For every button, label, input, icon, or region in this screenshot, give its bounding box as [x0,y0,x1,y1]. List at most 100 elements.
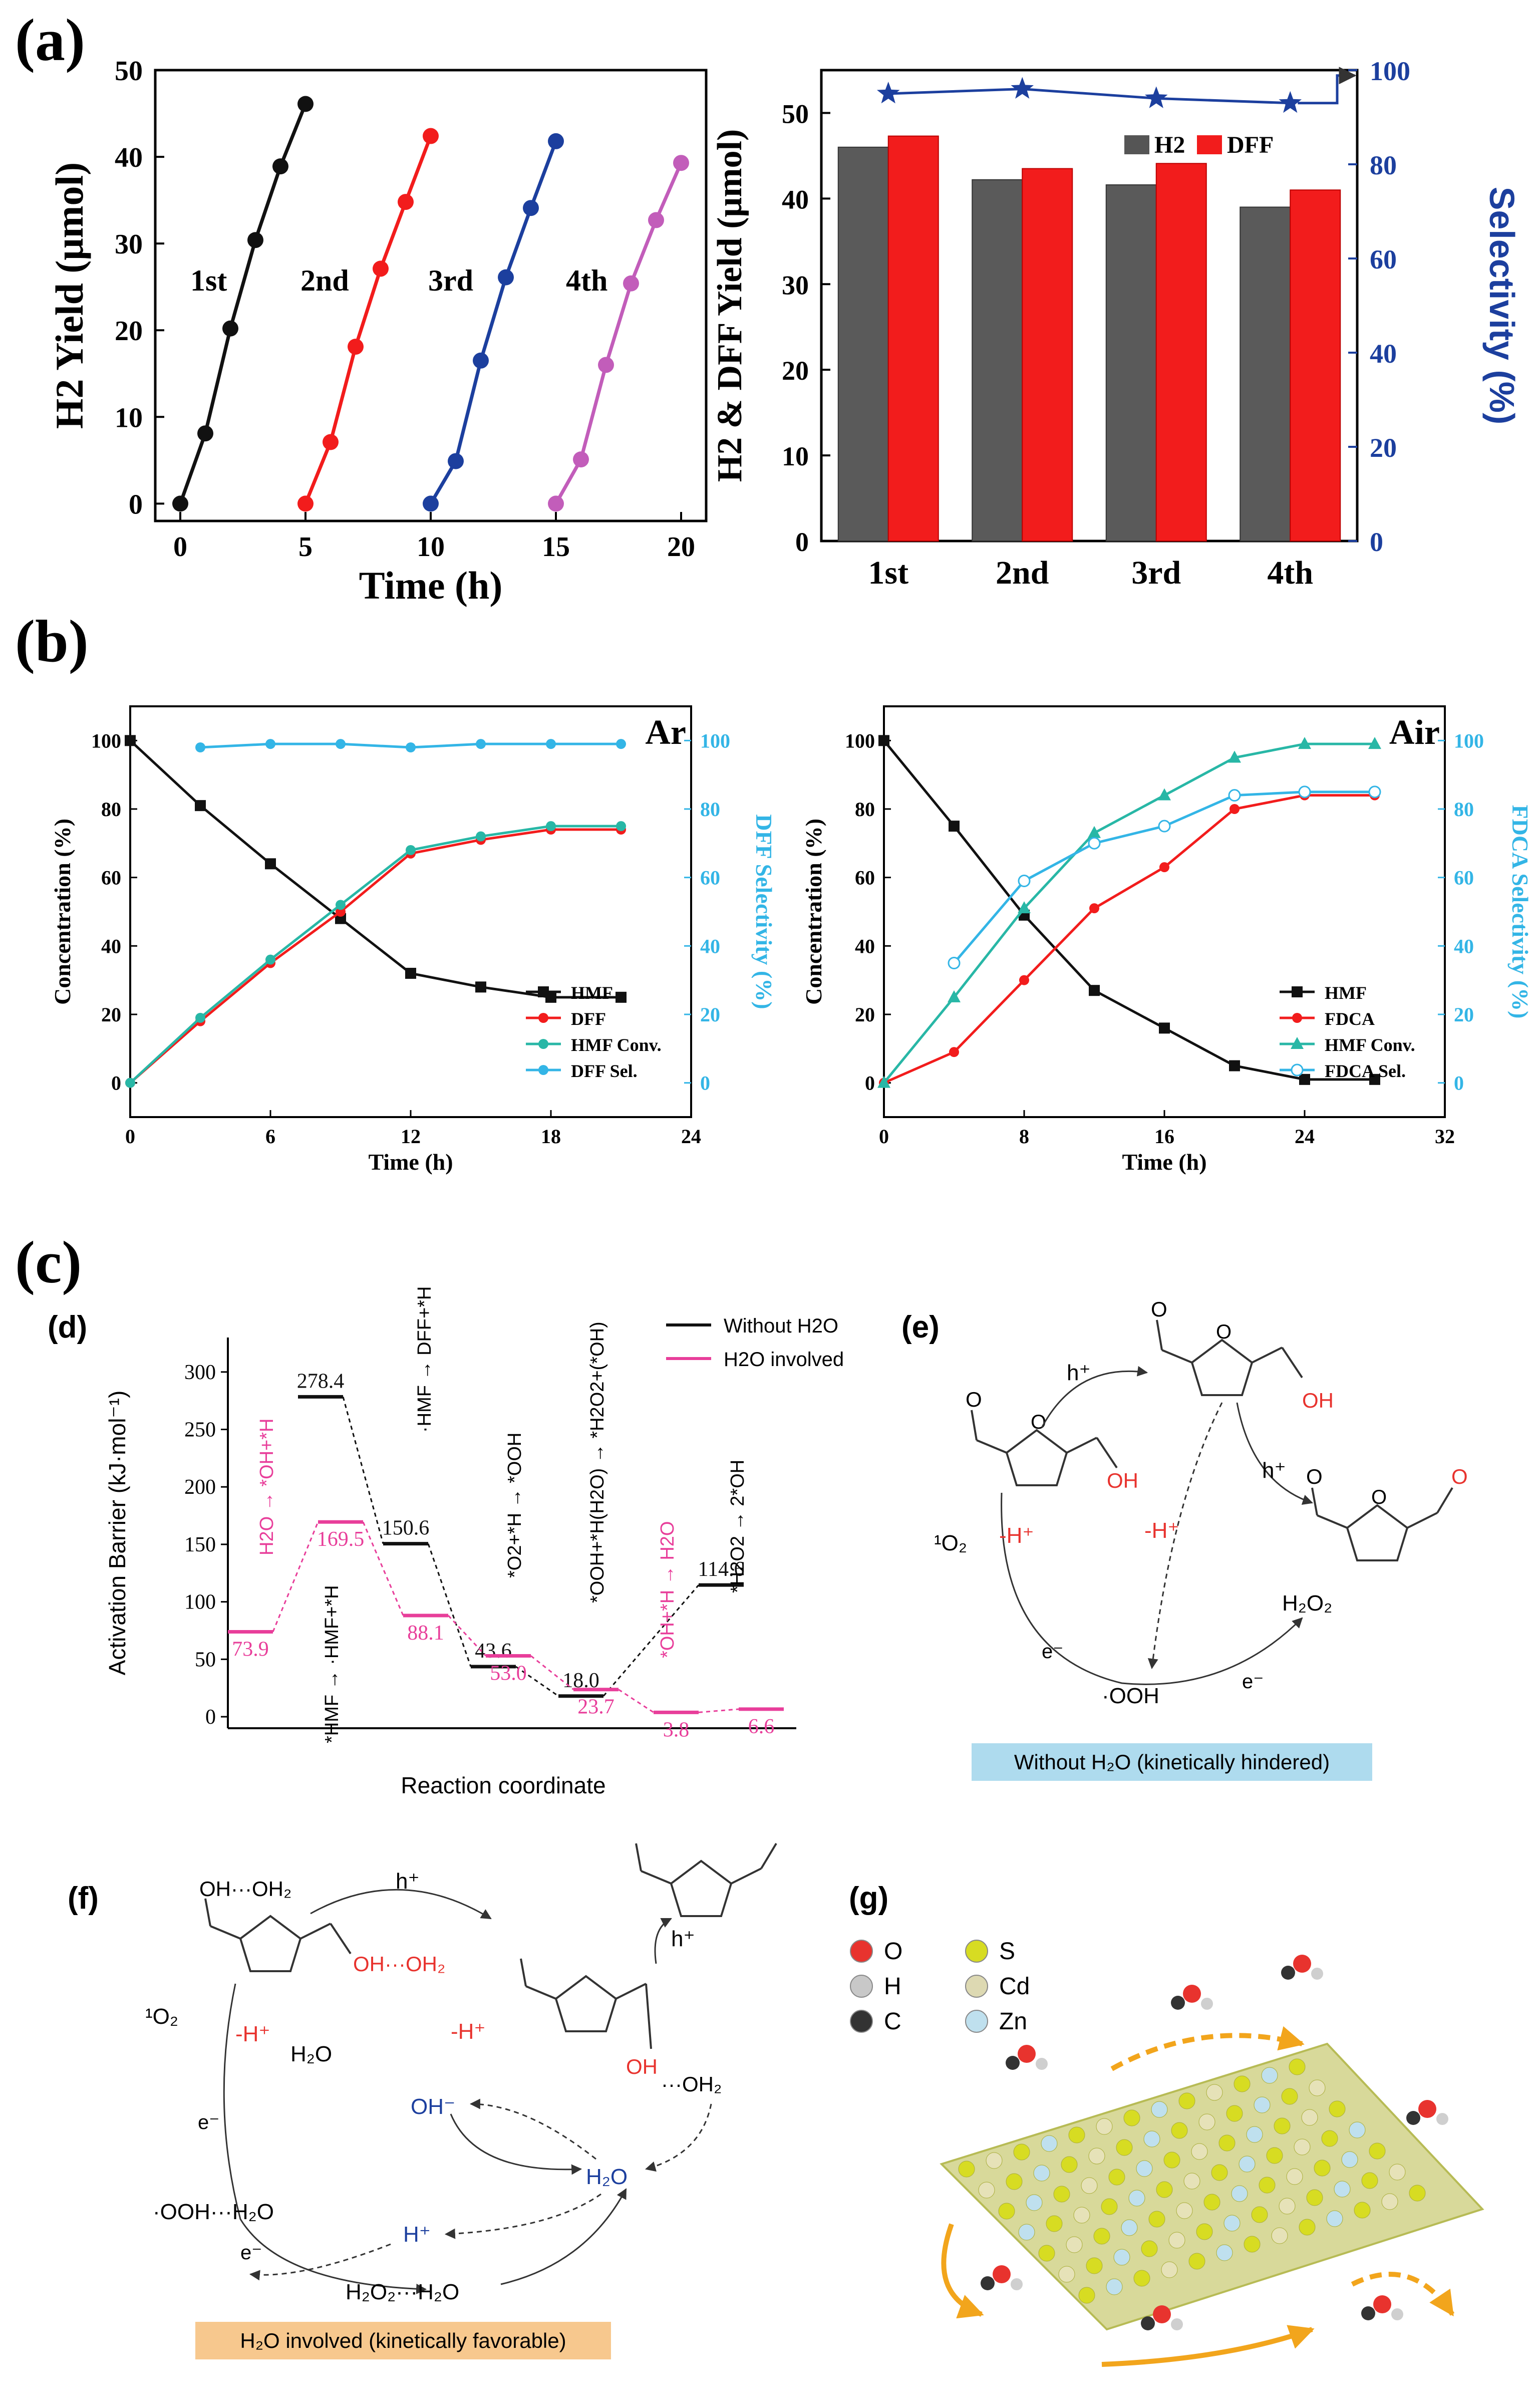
series-line-DFF [129,828,621,1084]
slab-atom [1239,2156,1256,2173]
label-minus-h-1: -H⁺ [999,1523,1034,1548]
step-label-water-reform: *OH+*H → H2O [657,1521,678,1658]
hmf-molecule [204,1898,352,1972]
slab-atom [998,2203,1015,2220]
data-point-HMF [878,735,889,746]
y-tick-label: 20 [101,1003,121,1026]
slab-atom [1136,2160,1153,2177]
molecule-o [1418,2100,1436,2118]
slab-atom [1266,2147,1283,2164]
data-point-2nd [297,495,314,512]
slab-atom [1133,2270,1150,2287]
arrow-water-release [645,2103,712,2172]
slab-atom [1341,2151,1358,2168]
legend-atom-C [850,2010,873,2033]
data-point-1st [222,320,238,337]
bar-dff [1022,168,1073,542]
arrow-o2-cycle [223,1983,427,2294]
y-tick-label: 20 [855,1003,875,1026]
legend-label-h2o-involved: H2O involved [724,1349,844,1371]
legend-label: HMF Conv. [571,1035,662,1055]
legend-label-without-h2o: Without H2O [724,1315,838,1337]
caption-box-e [972,1743,1372,1781]
slab-atom [1329,2100,1346,2117]
data-point-HMF Conv. [1018,901,1031,914]
annotation-3rd: 3rd [428,264,473,297]
slab-atom [1116,2139,1133,2156]
hmf-hydroxyl-water: OH···OH₂ [353,1952,445,1976]
slab-atom [1168,2232,1185,2249]
data-point-DFF Sel. [265,739,275,749]
y-tick-label: 250 [184,1419,216,1442]
molecule-c [1361,2306,1375,2320]
data-point-4th [623,275,639,292]
data-point-FDCA Sel. [1158,820,1171,833]
data-point-HMF [405,968,416,979]
data-point-HMF [1089,985,1100,996]
slab-atom [1121,2219,1138,2236]
y2-tick-label: 100 [1454,729,1484,752]
slab-atom [1299,2219,1316,2236]
slab-atom [1038,2245,1055,2262]
x-tick-label: 2nd [996,555,1049,591]
series-layer [837,67,1357,542]
h2o-involved-value-label: 23.7 [577,1696,614,1719]
arrow-orange-top [1110,2026,1305,2071]
radical-hydroxyl: OH [1302,1389,1334,1412]
slab-atom [1041,2135,1058,2152]
y-axis-label: Activation Barrier (kJ·mol⁻¹) [104,1391,130,1676]
bar-h2 [1240,206,1291,542]
arrow-oxidation-2 [654,1918,672,1964]
panel-label-g: (g) [849,1881,888,1916]
h2o-involved-value-label: 169.5 [317,1528,365,1551]
slab-atom [1314,2160,1331,2177]
panel-label-c: (c) [15,1229,82,1295]
molecule-h [1171,2318,1183,2330]
slab-atom [1206,2084,1223,2101]
y-tick-label: 40 [115,142,143,173]
slab-atom [1113,2249,1130,2266]
slab-atom [1143,2130,1160,2148]
y-tick-label: 50 [782,99,809,129]
bar-h2 [972,179,1023,542]
arrow-o2-cycle [1001,1492,1303,1685]
data-point-HMF Conv. [1158,788,1171,800]
data-point-DFF Sel. [195,742,205,752]
slab-atom [1006,2173,1023,2190]
data-point-FDCA [949,1047,959,1057]
x-tick-label: 32 [1435,1125,1455,1148]
data-point-DFF Sel. [336,739,346,749]
y2-tick-label: 20 [1370,433,1397,463]
y-tick-label: 100 [91,729,121,752]
data-point-HMF Conv. [476,831,486,842]
legend-atom-Cd [965,1975,988,1998]
chart-title-ar: Ar [645,713,686,752]
y-tick-label: 0 [111,1072,121,1095]
data-point-FDCA Sel. [1088,837,1101,850]
slab-atom [1226,2105,1243,2122]
arrow-oxidation-1 [1041,1366,1148,1428]
data-point-4th [598,357,614,373]
slab-atom [1171,2122,1188,2139]
slab-atom [1058,2266,1075,2283]
cds-zns-slab [940,2042,1484,2331]
legend-atom-O [850,1940,873,1963]
arrow-orange-bottom [1101,2325,1315,2367]
without-h2o-connector [515,1666,559,1697]
data-point-1st [172,495,188,512]
dff-carbonyl-o-right: O [1451,1465,1468,1488]
series-line-4th [554,162,683,505]
series-line-HMF [883,739,1375,1081]
arrow-oxidation-2 [1236,1402,1313,1505]
data-point-HMF Conv. [546,821,556,832]
legend-label-Cd: Cd [999,1973,1030,2000]
y-tick-label: 150 [184,1533,216,1556]
slab-atom [958,2161,975,2178]
legend-marker [538,1039,548,1049]
slab-atom [1274,2117,1291,2134]
data-point-HMF [949,821,960,832]
data-point-HMF [1159,1022,1170,1034]
slab-atom [1061,2156,1078,2173]
slab-atom [1088,2148,1105,2165]
without-h2o-connector [427,1543,472,1667]
